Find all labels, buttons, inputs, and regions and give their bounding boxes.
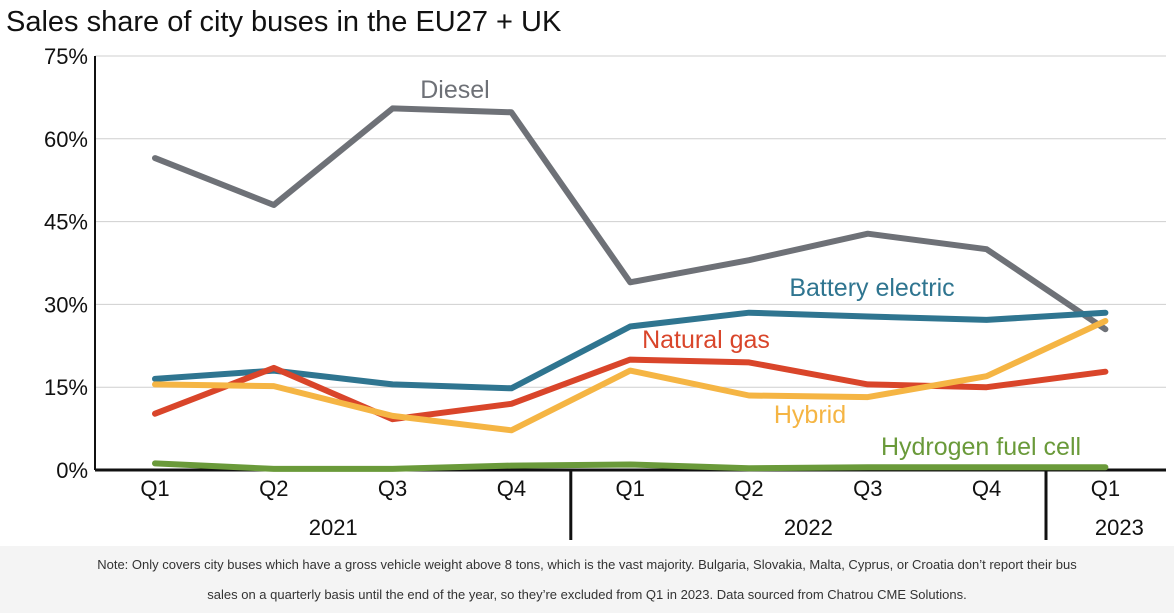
- y-tick-label: 0%: [56, 458, 88, 483]
- x-tick-label: Q3: [378, 476, 407, 501]
- series-label-hybrid: Hybrid: [774, 401, 846, 429]
- y-tick-label: 30%: [44, 292, 88, 317]
- footnote-line-2: sales on a quarterly basis until the end…: [207, 587, 967, 602]
- x-tick-label: Q4: [972, 476, 1001, 501]
- series-line-battery-electric: [152, 309, 1109, 392]
- series-lines: [152, 105, 1109, 472]
- x-tick-label: Q1: [140, 476, 169, 501]
- chart-card: Sales share of city buses in the EU27 + …: [0, 0, 1174, 546]
- y-tick-label: 75%: [44, 44, 88, 69]
- x-tick-label: Q2: [259, 476, 288, 501]
- year-label-2023: 2023: [1095, 515, 1144, 540]
- series-line-diesel: [152, 105, 1109, 333]
- x-tick-label: Q1: [616, 476, 645, 501]
- series-label-natural-gas: Natural gas: [642, 326, 770, 354]
- x-tick-label: Q3: [853, 476, 882, 501]
- year-label-2022: 2022: [784, 515, 833, 540]
- series-labels: Diesel Battery electric Natural gas Hybrid H…: [420, 76, 1081, 461]
- footnote-line-1: Note: Only covers city buses which have …: [97, 557, 1077, 572]
- series-line-natural-gas: [152, 356, 1109, 423]
- series-line-hybrid: [152, 318, 1109, 434]
- gridlines: [95, 55, 1166, 388]
- y-tick-label: 45%: [44, 210, 88, 235]
- y-tick-label: 15%: [44, 375, 88, 400]
- series-label-hydrogen-fuel-cell: Hydrogen fuel cell: [881, 433, 1081, 461]
- x-tick-label: Q1: [1091, 476, 1120, 501]
- series-label-battery-electric: Battery electric: [789, 274, 954, 302]
- series-line-hydrogen-fuel-cell: [152, 460, 1109, 472]
- chart-title: Sales share of city buses in the EU27 + …: [6, 6, 562, 38]
- year-label-2021: 2021: [309, 515, 358, 540]
- line-chart: Sales share of city buses in the EU27 + …: [6, 6, 1166, 540]
- tick-labels: 0% 15% 30% 45% 60% 75% Q1 Q2 Q3 Q4 Q1 Q2 Q3 Q4 Q1 2021 2…: [44, 44, 1144, 540]
- x-tick-label: Q2: [734, 476, 763, 501]
- y-tick-label: 60%: [44, 127, 88, 152]
- footnote: Note: Only covers city buses which have …: [0, 550, 1174, 610]
- series-label-diesel: Diesel: [420, 76, 489, 104]
- x-tick-label: Q4: [497, 476, 526, 501]
